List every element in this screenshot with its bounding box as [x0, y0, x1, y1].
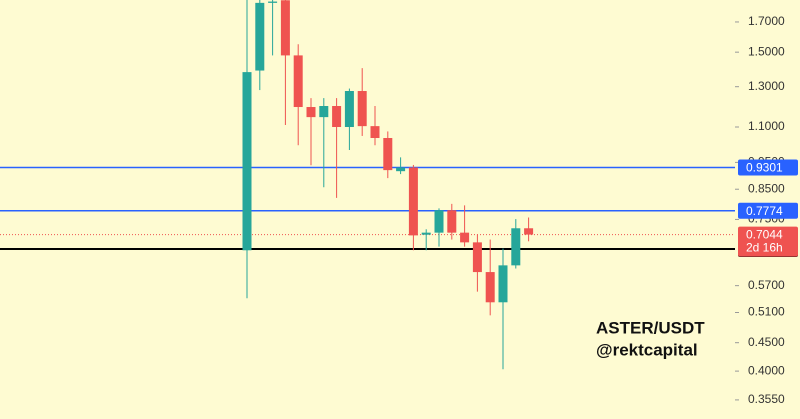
y-tick-label: 0.5700 [748, 278, 785, 292]
countdown-label: 2d 16h [746, 241, 783, 255]
candle-body [511, 228, 521, 266]
candle-body [319, 106, 329, 118]
candle-body [408, 167, 418, 236]
candle-body [293, 55, 303, 108]
candle-body [332, 106, 342, 128]
y-tick-label: 1.1000 [748, 119, 785, 133]
candle-body [472, 242, 482, 273]
y-tick-label: 0.4500 [748, 335, 785, 349]
candle-body [460, 232, 470, 243]
candle-body [280, 0, 290, 56]
level-tag [738, 159, 798, 176]
level-tag-label: 0.7774 [746, 204, 783, 218]
price-axis: 1.70001.50001.30001.10000.95000.85000.75… [735, 14, 798, 406]
candle-body [344, 91, 354, 128]
y-tick-label: 0.4000 [748, 363, 785, 377]
candle-body [306, 107, 316, 118]
level-tag [738, 202, 798, 219]
candle-body [383, 138, 393, 171]
candle-body [370, 126, 380, 139]
y-tick-label: 1.3000 [748, 79, 785, 93]
candle-body [268, 1, 278, 3]
candle-body [357, 91, 367, 127]
last-price-tag [738, 226, 798, 257]
pair-label: ASTER/USDT [596, 318, 705, 337]
candle-body [242, 72, 252, 251]
candle-body [421, 232, 431, 235]
y-tick-label: 0.8500 [748, 181, 785, 195]
y-tick-label: 1.7000 [748, 14, 785, 28]
candle-body [447, 210, 457, 233]
level-tag-label: 0.9301 [746, 161, 783, 175]
candle-body [485, 272, 495, 303]
plot-area [0, 0, 735, 370]
last-price-label: 0.7044 [746, 228, 783, 242]
y-tick-label: 0.3550 [748, 392, 785, 406]
candle-body [396, 167, 406, 172]
candle-body [434, 210, 444, 233]
candle-body [498, 265, 508, 303]
candle-body [524, 228, 534, 235]
candle-body [255, 2, 265, 71]
y-tick-label: 1.5000 [748, 44, 785, 58]
y-tick-label: 0.5100 [748, 305, 785, 319]
author-label: @rektcapital [596, 340, 698, 359]
